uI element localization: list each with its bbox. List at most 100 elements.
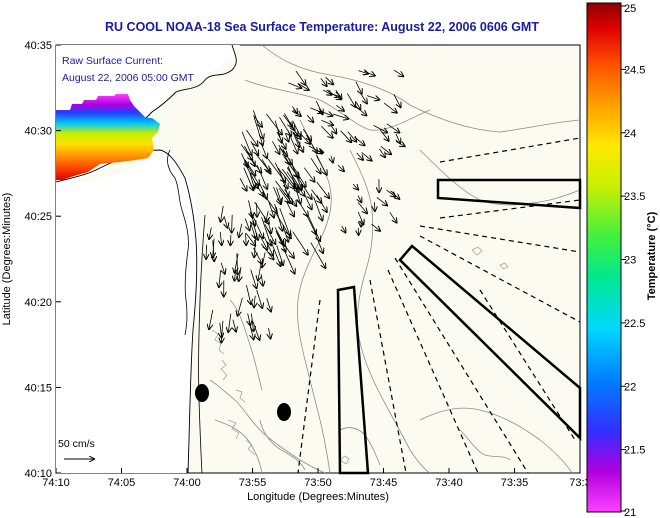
current-vector [321, 126, 332, 138]
current-vector [284, 189, 297, 206]
current-vector [315, 150, 323, 153]
current-vector [333, 113, 348, 119]
current-vector [306, 114, 313, 122]
current-vector [244, 145, 255, 166]
current-vector [358, 195, 361, 203]
current-vector [268, 200, 274, 218]
current-vector [332, 125, 337, 133]
scale-arrow-label: 50 cm/s [58, 438, 95, 450]
current-vector [219, 270, 221, 287]
current-vector [310, 242, 326, 268]
current-vector [257, 203, 258, 217]
current-vector [213, 238, 214, 258]
current-vector [246, 233, 247, 245]
current-vector [221, 205, 224, 222]
current-vector [342, 225, 346, 232]
current-vector [246, 285, 251, 304]
current-vector [239, 223, 242, 237]
colorbar-tick-label: 23 [624, 255, 636, 267]
current-vector [380, 145, 391, 154]
colorbar-tick-label: 23.5 [624, 191, 645, 203]
current-vector [288, 82, 302, 88]
current-vector [316, 195, 327, 212]
current-vector [260, 142, 267, 158]
current-vector [232, 214, 233, 233]
bathymetry-detail [211, 246, 509, 465]
y-axis-label: Latitude (Degrees:Minutes) [1, 193, 13, 326]
current-vector [379, 129, 389, 141]
current-vector [295, 70, 306, 85]
current-vector [303, 167, 314, 182]
x-tick-label: 74:10 [42, 477, 70, 489]
current-vector [244, 218, 249, 231]
coastline [55, 149, 198, 474]
y-axis: 40:35 40:30 40:25 40:20 40:15 40:10 [24, 40, 61, 480]
current-vector [319, 110, 332, 116]
current-vector [246, 129, 258, 146]
current-vector [281, 241, 294, 258]
current-vector [243, 167, 254, 191]
current-vector [280, 148, 287, 156]
current-vector [220, 231, 222, 245]
current-vector [283, 248, 295, 274]
current-vector [250, 141, 258, 155]
current-vector [272, 141, 279, 154]
y-tick-label: 40:20 [24, 297, 52, 309]
current-vector [241, 131, 252, 155]
current-vectors [206, 70, 405, 342]
current-vector [361, 152, 372, 160]
current-vector [393, 69, 403, 76]
colorbar-tick-label: 21 [624, 507, 636, 518]
current-vector [266, 113, 282, 135]
current-vector [356, 152, 363, 160]
current-vector [253, 114, 263, 127]
current-vector [316, 155, 326, 175]
y-tick-label: 40:30 [24, 126, 52, 138]
x-tick-label: 73:50 [304, 477, 332, 489]
current-vector [374, 202, 375, 211]
current-vector [250, 269, 257, 289]
current-vector [323, 89, 331, 95]
x-tick-label: 73:55 [239, 477, 267, 489]
current-vector [277, 167, 294, 189]
current-vector [248, 200, 253, 217]
y-tick-label: 40:15 [24, 382, 52, 394]
current-vector [300, 133, 310, 144]
current-vector [261, 159, 271, 173]
current-vector [206, 244, 207, 259]
colorbar-label: Temperature (°C) [646, 211, 658, 300]
current-vector [276, 131, 286, 149]
current-vector [224, 215, 228, 228]
current-vector [288, 163, 299, 177]
y-tick-label: 40:35 [24, 40, 52, 52]
current-vector [353, 184, 358, 189]
current-vector [279, 208, 290, 235]
current-vector [283, 114, 293, 127]
current-vector [221, 320, 223, 343]
colorbar-tick-label: 21.5 [624, 445, 645, 457]
x-tick-label: 74:05 [108, 477, 136, 489]
current-vector [310, 157, 321, 173]
current-vector [237, 253, 238, 274]
current-vector [266, 298, 271, 311]
current-vector [259, 182, 267, 199]
current-vector [383, 102, 397, 113]
current-vector [316, 181, 329, 198]
current-vector [310, 107, 322, 113]
y-tick-label: 40:25 [24, 211, 52, 223]
current-vector [276, 187, 282, 203]
current-vector [252, 320, 260, 340]
raw-current-note: Raw Surface Current: [62, 55, 163, 67]
current-vector [358, 71, 368, 74]
current-vector [286, 202, 294, 217]
current-vector [347, 93, 355, 107]
colorbar-tick-label: 24 [624, 128, 636, 140]
land-area-barrier [56, 150, 198, 473]
current-vector [220, 322, 222, 338]
x-axis: 74:10 74:05 74:00 73:55 73:50 73:45 73:40 73:35… [42, 468, 591, 489]
current-vector [340, 130, 352, 143]
current-vector [230, 235, 231, 245]
x-tick-label: 74:00 [173, 477, 201, 489]
